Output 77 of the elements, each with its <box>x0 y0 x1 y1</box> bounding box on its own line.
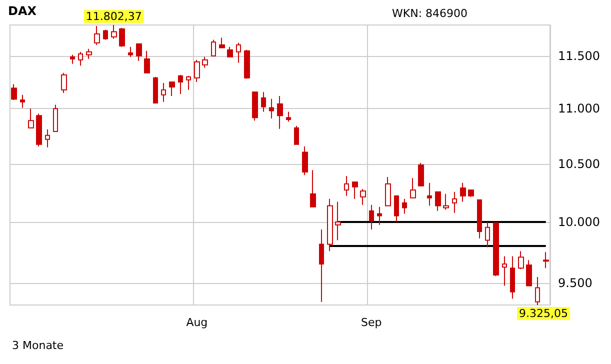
candlestick <box>518 250 524 270</box>
candlestick <box>211 39 216 56</box>
candlestick <box>128 46 133 58</box>
candlestick <box>452 191 457 214</box>
chart-title: DAX <box>8 4 38 18</box>
candlestick <box>119 27 125 48</box>
candlestick <box>136 43 142 62</box>
candlestick <box>244 49 250 80</box>
text: 11.802,37 <box>86 10 142 23</box>
candlestick <box>369 204 374 230</box>
candlestick <box>294 125 299 145</box>
y-tick-label: 11.000 <box>558 102 600 116</box>
text: 3 Monate <box>12 339 64 352</box>
text: 9.325,05 <box>519 307 568 320</box>
candlestick <box>269 98 274 120</box>
candlestick <box>70 54 75 64</box>
candlestick <box>418 162 424 186</box>
candlestick <box>535 276 540 306</box>
x-tick-label: Sep <box>361 316 382 329</box>
y-tick-label: 9.500 <box>558 276 592 290</box>
candlestick <box>36 113 42 147</box>
candlestick <box>236 42 241 64</box>
candlestick <box>45 128 50 148</box>
candlestick <box>427 182 432 206</box>
candlestick <box>443 193 449 210</box>
candlestick <box>485 221 490 248</box>
candlestick <box>144 50 150 74</box>
candlestick <box>385 176 391 206</box>
candlestick <box>186 75 191 90</box>
candlestick <box>178 74 183 94</box>
candlestick <box>61 72 67 94</box>
candlestick <box>252 91 258 122</box>
candlestick <box>460 182 466 202</box>
candlestick <box>28 108 34 128</box>
candlestick <box>86 48 92 60</box>
y-tick-label: 10.500 <box>558 156 600 171</box>
candlestick <box>344 176 349 196</box>
candlestick <box>477 199 482 239</box>
candlestick <box>202 56 208 68</box>
candlestick <box>302 146 308 176</box>
candlestick <box>502 256 507 286</box>
candlestick <box>327 198 333 252</box>
candlestick <box>468 189 474 198</box>
candlestick <box>161 82 166 102</box>
candlestick <box>277 95 283 130</box>
candlestick <box>153 76 158 104</box>
candlestick <box>53 104 58 132</box>
candlestick <box>169 81 175 96</box>
candlestick <box>410 178 416 198</box>
candlestick <box>227 46 233 58</box>
y-tick-label: 10.000 <box>558 214 600 229</box>
candlestick <box>286 111 291 122</box>
candlestick <box>78 51 83 66</box>
candlestick <box>261 91 266 112</box>
candlestick <box>20 94 25 108</box>
candlestick <box>103 29 108 40</box>
y-tick-label: 11.500 <box>558 48 600 63</box>
text: WKN: 846900 <box>392 7 468 20</box>
candlestick <box>526 260 532 286</box>
candlestick <box>352 181 358 200</box>
candlestick <box>377 206 382 226</box>
candlestick <box>194 59 200 82</box>
candlestick <box>319 228 324 302</box>
candlestick <box>543 252 549 269</box>
candlestick <box>11 84 17 100</box>
candlestick <box>394 195 399 222</box>
candlestick <box>435 191 441 212</box>
x-tick-label: Aug <box>186 316 208 329</box>
candlestick <box>402 198 407 214</box>
candlestick <box>111 24 117 40</box>
candlestick <box>493 222 499 277</box>
candlestick <box>219 37 225 48</box>
candlestick <box>360 188 366 206</box>
candlestick <box>335 201 341 241</box>
candlestick <box>510 256 515 300</box>
candlestick <box>94 25 100 46</box>
candlestick <box>310 170 316 208</box>
